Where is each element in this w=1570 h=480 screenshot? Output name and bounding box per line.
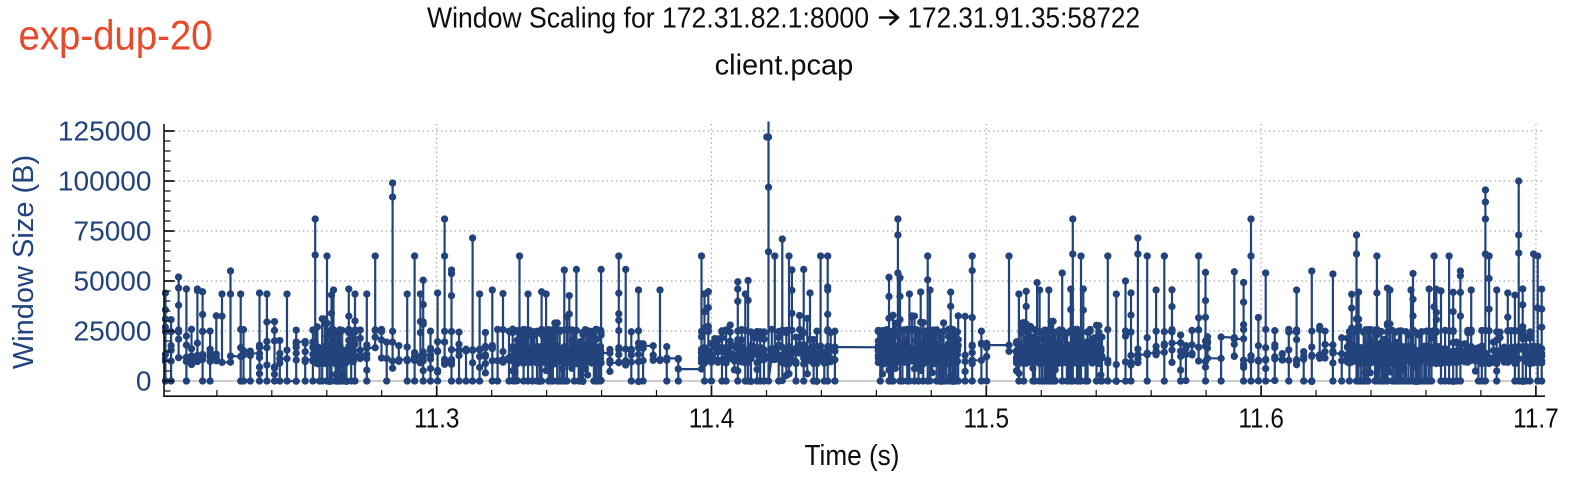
svg-text:11.5: 11.5 <box>964 403 1010 434</box>
svg-text:125000: 125000 <box>58 115 152 146</box>
svg-text:75000: 75000 <box>74 215 152 246</box>
svg-text:11.6: 11.6 <box>1238 403 1284 434</box>
svg-text:11.7: 11.7 <box>1513 403 1559 434</box>
svg-text:client.pcap: client.pcap <box>715 50 854 82</box>
svg-text:50000: 50000 <box>74 265 152 296</box>
svg-text:Window Scaling for 172.31.82.1: Window Scaling for 172.31.82.1:8000 <box>427 3 869 35</box>
svg-text:100000: 100000 <box>58 165 152 196</box>
svg-text:0: 0 <box>136 365 152 396</box>
svg-text:25000: 25000 <box>74 315 152 346</box>
svg-text:Time (s): Time (s) <box>805 440 900 472</box>
svg-text:exp-dup-20: exp-dup-20 <box>19 12 213 59</box>
svg-text:11.3: 11.3 <box>414 403 460 434</box>
svg-text:172.31.91.35:58722: 172.31.91.35:58722 <box>908 3 1141 35</box>
svg-text:11.4: 11.4 <box>689 403 735 434</box>
svg-text:Window Size (B): Window Size (B) <box>8 155 40 369</box>
